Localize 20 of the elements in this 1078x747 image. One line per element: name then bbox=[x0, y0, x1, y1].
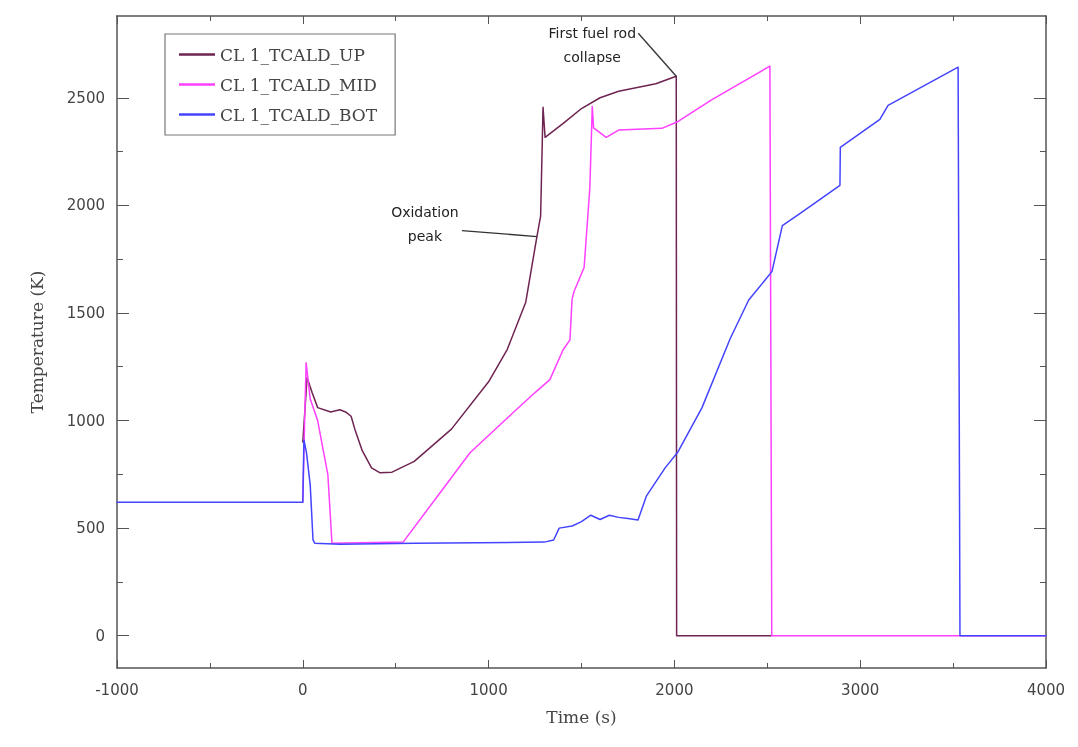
x-tick-label: -1000 bbox=[95, 680, 139, 699]
y-tick-label: 1500 bbox=[66, 303, 105, 322]
line-series bbox=[116, 66, 1047, 637]
x-tick-label: 0 bbox=[298, 680, 308, 699]
y-tick-label: 1000 bbox=[66, 411, 105, 430]
x-tick-label: 4000 bbox=[1026, 680, 1066, 699]
y-tick-label: 2500 bbox=[66, 88, 105, 107]
legend-label: CL 1_TCALD_MID bbox=[220, 74, 377, 95]
y-tick-label: 2000 bbox=[66, 196, 105, 215]
x-tick-label: 3000 bbox=[841, 680, 880, 699]
y-tick-label: 0 bbox=[95, 626, 105, 645]
y-axis-title: Temperature (K) bbox=[26, 270, 47, 414]
y-tick-label: 500 bbox=[76, 519, 105, 538]
x-axis-title: Time (s) bbox=[546, 706, 617, 727]
x-tick-label: 2000 bbox=[655, 680, 694, 699]
x-tick-label: 1000 bbox=[469, 680, 508, 699]
legend-label: CL 1_TCALD_UP bbox=[220, 44, 365, 65]
legend-label: CL 1_TCALD_BOT bbox=[220, 104, 378, 125]
annotation: First fuel rod collapse bbox=[548, 25, 637, 66]
annotation: Oxidation peak bbox=[391, 203, 459, 244]
